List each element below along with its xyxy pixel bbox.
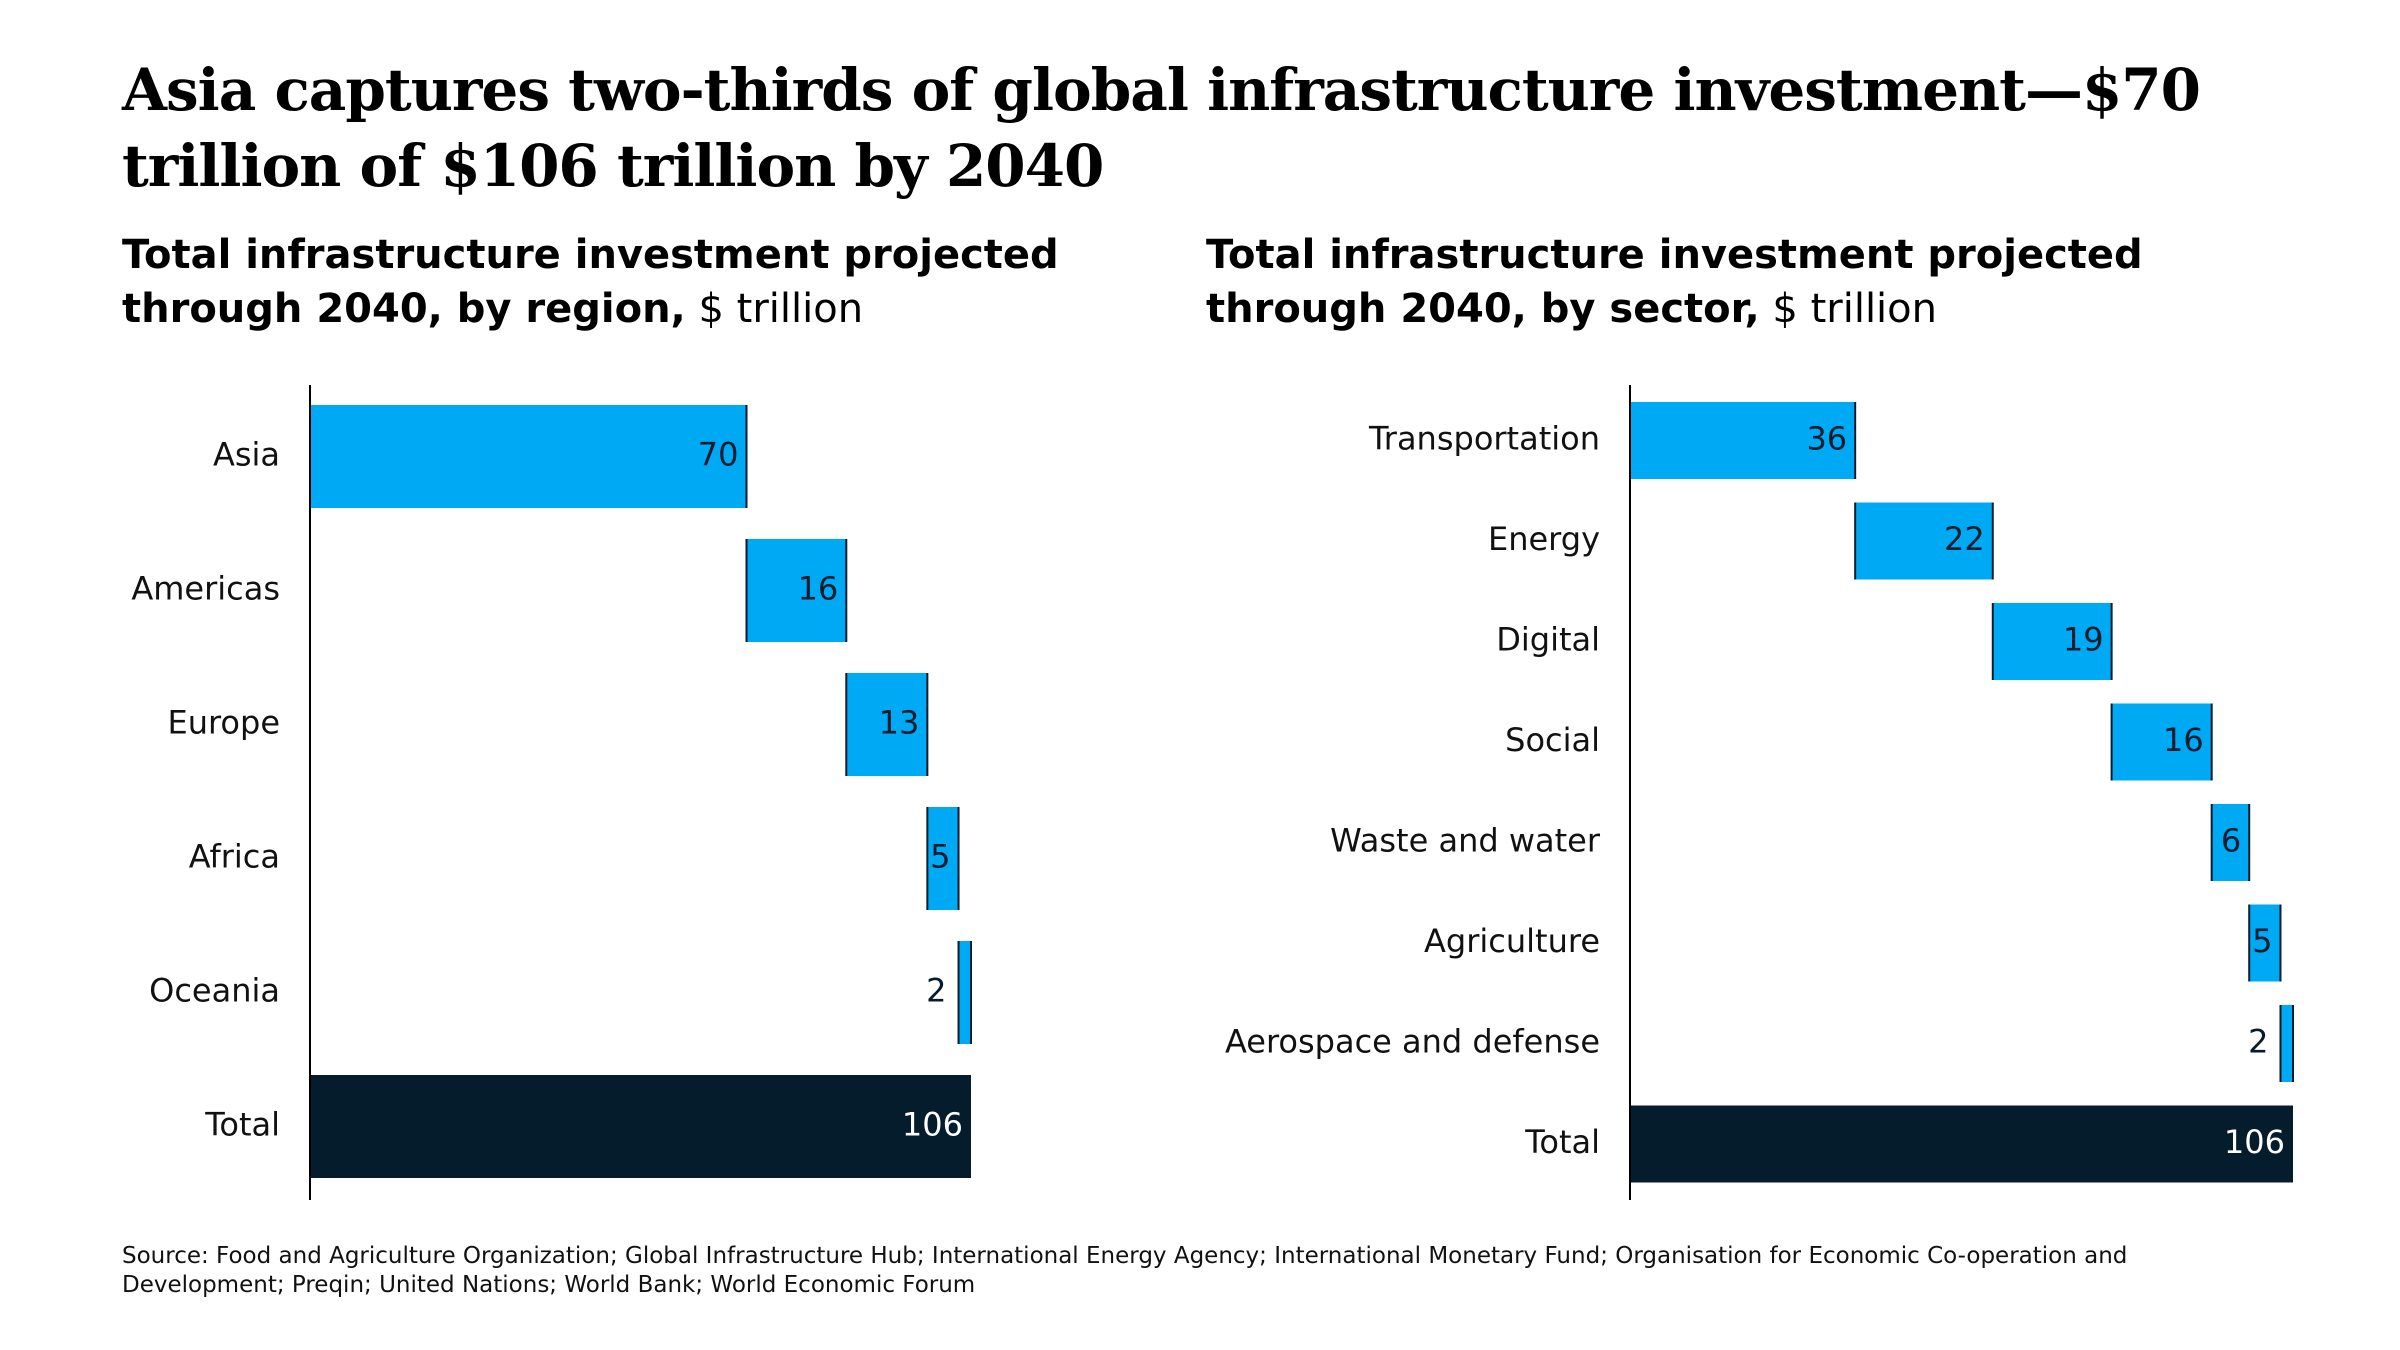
bar <box>958 941 971 1044</box>
category-label: Oceania <box>149 972 280 1010</box>
chart-title: Total infrastructure investment projecte… <box>122 232 1059 332</box>
category-label: Aerospace and defense <box>1225 1023 1600 1061</box>
value-label: 16 <box>798 570 839 608</box>
category-label: Digital <box>1496 621 1600 659</box>
chart-subtitle: Total infrastructure investment projecte… <box>1206 228 2206 336</box>
page-title: Asia captures two-thirds of global infra… <box>122 56 2201 200</box>
value-label: 36 <box>1806 420 1847 458</box>
value-label: 70 <box>698 436 739 474</box>
category-label: Europe <box>167 704 280 742</box>
category-label: Total <box>204 1106 280 1144</box>
category-label: Asia <box>213 436 280 474</box>
bar <box>310 405 747 508</box>
unit: $ trillion <box>1772 286 1937 332</box>
value-label: 2 <box>2248 1023 2268 1061</box>
bar <box>927 807 959 910</box>
category-label: Energy <box>1488 520 1600 558</box>
category-label: Transportation <box>1368 420 1600 458</box>
value-label: 2 <box>926 972 946 1010</box>
chart-subtitle: Total infrastructure investment projecte… <box>122 228 1122 336</box>
bar <box>1630 402 1856 479</box>
value-label: 106 <box>902 1106 963 1144</box>
value-label: 19 <box>2063 621 2104 659</box>
chart-title: Total infrastructure investment projecte… <box>1206 232 2143 332</box>
bar <box>2280 1005 2293 1082</box>
category-label: Africa <box>189 838 280 876</box>
bar <box>1992 603 2112 680</box>
bar <box>746 539 847 642</box>
bar <box>846 673 928 776</box>
bar <box>1630 1105 2293 1183</box>
value-label: 22 <box>1944 520 1985 558</box>
value-label: 13 <box>879 704 920 742</box>
bar <box>2211 804 2250 881</box>
value-label: 106 <box>2224 1123 2285 1161</box>
value-label: 16 <box>2163 721 2204 759</box>
category-label: Total <box>1524 1123 1600 1161</box>
bar <box>310 1075 971 1178</box>
bar <box>2249 904 2281 982</box>
category-label: Social <box>1505 721 1600 759</box>
category-label: Waste and water <box>1330 822 1601 860</box>
source: Source: Food and Agriculture Organizatio… <box>122 1243 2128 1298</box>
category-label: Americas <box>131 570 280 608</box>
bar <box>1855 502 1993 580</box>
value-label: 5 <box>2252 922 2272 960</box>
unit: $ trillion <box>698 286 864 332</box>
bar <box>2111 703 2212 781</box>
category-label: Agriculture <box>1424 922 1600 960</box>
value-label: 5 <box>930 838 950 876</box>
value-label: 6 <box>2221 822 2241 860</box>
